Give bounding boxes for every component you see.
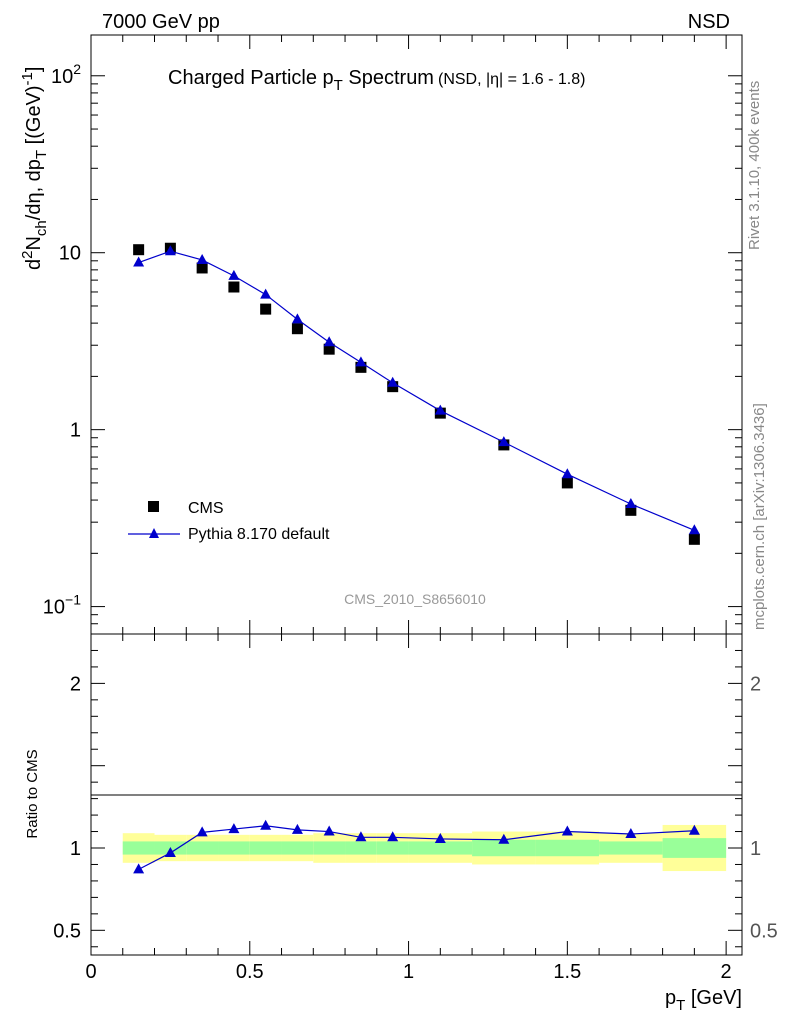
ratio-pythia-point <box>196 826 208 837</box>
pythia-point <box>291 313 303 324</box>
pythia-point <box>688 524 700 535</box>
main-series <box>133 242 700 545</box>
pythia-line <box>138 250 695 531</box>
header-left: 7000 GeV pp <box>102 11 220 33</box>
x-tick-label: 0.5 <box>236 961 264 983</box>
band-green <box>281 841 314 855</box>
ratio-pythia-point <box>228 823 240 834</box>
band-green <box>376 841 409 855</box>
ratio-y-tick-label-left: 2 <box>70 673 81 695</box>
rivet-label: Rivet 3.1.10, 400k events <box>746 81 763 250</box>
ratio-y-tick-label-right: 0.5 <box>750 920 778 942</box>
pythia-point <box>323 336 335 347</box>
legend-label-cms: CMS <box>188 500 224 517</box>
ratio-pythia-point <box>291 823 303 834</box>
ratio-axis-ticks: 0.5 0.51 12 20 0.5 1 1.5 2 <box>53 634 778 983</box>
pythia-point <box>196 253 208 264</box>
x-tick-label: 2 <box>721 961 732 983</box>
ratio-pythia-point <box>387 831 399 842</box>
cms-point <box>561 477 573 489</box>
y-tick-label-base: 1 <box>70 420 81 442</box>
y-tick-label: 102 <box>51 61 81 88</box>
band-green <box>186 841 219 855</box>
band-green <box>313 841 346 855</box>
pythia-point <box>228 269 240 280</box>
ratio-pythia-point <box>164 846 176 857</box>
band-green <box>408 841 473 855</box>
band-green <box>345 841 377 855</box>
ratio-pythia-point <box>498 833 510 844</box>
pythia-point <box>387 376 399 387</box>
analysis-watermark: CMS_2010_S8656010 <box>344 591 486 607</box>
ratio-y-tick-label-right: 1 <box>750 838 761 860</box>
x-tick-label: 1 <box>403 961 414 983</box>
x-tick-label: 1.5 <box>553 961 581 983</box>
cms-point <box>688 533 700 545</box>
ratio-ylabel: Ratio to CMS <box>24 749 41 838</box>
legend-marker-cms <box>148 501 159 512</box>
pythia-point <box>355 356 367 367</box>
ratio-pythia-point <box>323 825 335 836</box>
y-tick-label-base: 10 <box>51 66 73 88</box>
ratio-series <box>133 819 700 874</box>
band-green <box>535 839 600 857</box>
main-ylabel: d2Nch/dη, dpT [(GeV)-1] <box>19 67 50 270</box>
y-tick-label: 10 <box>59 243 81 265</box>
ratio-pythia-point <box>625 828 637 839</box>
ratio-uncertainty-bands <box>122 824 727 872</box>
pythia-point <box>625 498 637 509</box>
header-right: NSD <box>688 11 730 33</box>
ratio-xlabel: pT [GeV] <box>665 987 742 1014</box>
pythia-point <box>498 436 510 447</box>
legend-label-pythia: Pythia 8.170 default <box>188 526 330 543</box>
y-tick-label-base: 10 <box>59 243 81 265</box>
cms-point <box>355 361 367 373</box>
cms-point <box>291 323 303 335</box>
cms-point <box>260 303 272 315</box>
y-tick-label: 10−1 <box>43 592 81 619</box>
band-green <box>662 838 727 858</box>
legend: CMS Pythia 8.170 default <box>128 500 330 543</box>
band-green <box>218 841 250 855</box>
legend-marker-pythia <box>149 528 159 538</box>
y-tick-label-exp: 2 <box>73 61 81 77</box>
band-green <box>599 841 663 855</box>
x-tick-label: 0 <box>85 961 96 983</box>
ratio-pythia-point <box>133 863 145 874</box>
ratio-frame <box>90 633 743 956</box>
ratio-y-tick-label-left: 0.5 <box>53 920 81 942</box>
ratio-panel: 0.5 0.51 12 20 0.5 1 1.5 2 Ratio to CMS pT [GeV… <box>24 633 778 1014</box>
cms-point <box>196 262 208 274</box>
ratio-pythia-point <box>561 825 573 836</box>
ratio-pythia-line <box>138 825 695 870</box>
ratio-y-tick-label-left: 1 <box>70 838 81 860</box>
band-green <box>122 841 155 855</box>
cms-point <box>133 244 145 256</box>
band-green <box>249 841 282 855</box>
mcplots-label: mcplots.cern.ch [arXiv:1306.3436] <box>751 403 768 630</box>
y-tick-label-exp: −1 <box>65 592 81 608</box>
pythia-point <box>164 245 176 256</box>
ratio-y-tick-label-right: 2 <box>750 673 761 695</box>
main-title: Charged Particle pT Spectrum (NSD, |η| = … <box>168 67 585 94</box>
cms-point <box>228 281 240 293</box>
pythia-point <box>434 404 446 415</box>
cms-point <box>323 343 335 355</box>
ratio-pythia-point <box>260 819 272 830</box>
ratio-pythia-point <box>355 831 367 842</box>
pythia-point <box>133 256 145 267</box>
cms-point <box>625 504 637 516</box>
pythia-point <box>561 468 573 479</box>
ratio-pythia-point <box>688 824 700 835</box>
y-tick-label: 1 <box>70 420 81 442</box>
pythia-point <box>260 288 272 299</box>
main-frame <box>90 34 743 635</box>
band-green <box>472 839 536 857</box>
ratio-pythia-point <box>434 832 446 843</box>
y-tick-label-base: 10 <box>43 597 65 619</box>
